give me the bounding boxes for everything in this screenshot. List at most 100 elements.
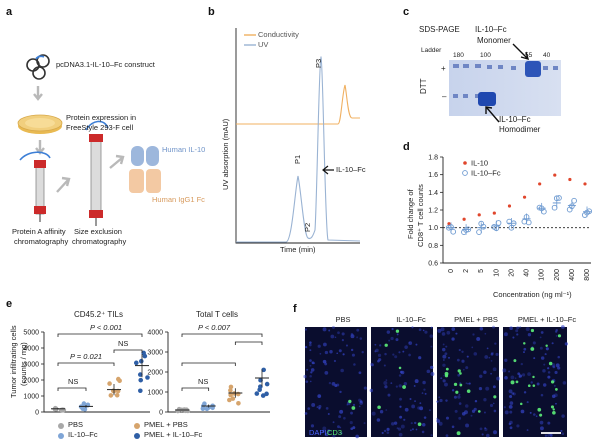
dapi-nucleus xyxy=(478,386,483,391)
cd3-cell xyxy=(457,369,461,373)
dapi-nucleus xyxy=(400,424,405,429)
dapi-nucleus xyxy=(547,434,550,437)
dapi-nucleus xyxy=(326,429,331,433)
legend-il10-label: IL-10 xyxy=(471,159,488,168)
dapi-nucleus xyxy=(377,353,382,358)
dapi-nucleus xyxy=(345,344,349,347)
ytick-label-d: 1.2 xyxy=(428,208,438,215)
dapi-nucleus xyxy=(386,431,390,434)
dapi-nucleus xyxy=(483,411,486,414)
il10-fc-arrow-icon xyxy=(322,165,334,175)
dapi-nucleus xyxy=(463,368,465,371)
panel-a-schematic xyxy=(17,54,161,226)
point-il10-fc xyxy=(450,228,457,235)
dapi-nucleus xyxy=(411,428,414,431)
dapi-nucleus xyxy=(305,380,309,383)
dapi-nucleus xyxy=(337,331,340,335)
dapi-nucleus xyxy=(306,368,309,371)
micro-title-pmel-pbs: PMEL + PBS xyxy=(454,315,498,324)
dapi-nucleus xyxy=(404,345,408,349)
dapi-nucleus xyxy=(471,346,474,349)
panel-e-label: e xyxy=(6,298,13,310)
dapi-nucleus xyxy=(394,355,398,359)
dapi-nucleus xyxy=(414,400,416,402)
dapi-nucleus xyxy=(334,336,337,339)
dapi-nucleus xyxy=(509,394,513,399)
dapi-nucleus xyxy=(516,326,520,330)
dapi-nucleus xyxy=(304,412,308,415)
point-e xyxy=(107,381,112,386)
dapi-nucleus xyxy=(363,422,366,425)
dapi-nucleus xyxy=(492,367,497,372)
dapi-nucleus xyxy=(395,385,398,388)
dapi-nucleus xyxy=(442,354,447,359)
dapi-nucleus xyxy=(446,330,451,335)
legend-il10-fc-marker xyxy=(462,170,468,176)
point-e xyxy=(175,408,181,414)
point-il10 xyxy=(538,182,542,186)
dapi-nucleus xyxy=(376,418,381,422)
point-e xyxy=(145,375,150,380)
ytick-label-e: 3000 xyxy=(147,350,163,357)
dapi-nucleus xyxy=(386,427,390,431)
dapi-nucleus xyxy=(322,429,326,433)
dapi-nucleus xyxy=(350,411,353,415)
dapi-nucleus xyxy=(564,342,568,346)
dapi-nucleus xyxy=(461,359,465,363)
dapi-nucleus xyxy=(526,401,529,404)
dapi-nucleus xyxy=(502,368,507,373)
dapi-nucleus xyxy=(490,372,492,375)
dapi-nucleus xyxy=(356,336,359,339)
construct-label: pcDNA3.1-IL-10–Fc construct xyxy=(56,60,155,69)
panel-b-label: b xyxy=(208,6,215,18)
cd3-cell xyxy=(552,410,556,415)
dapi-nucleus xyxy=(339,426,342,429)
cd3-cell xyxy=(445,367,449,371)
dapi-nucleus xyxy=(466,355,469,358)
dapi-nucleus xyxy=(430,372,435,376)
dapi-nucleus xyxy=(358,398,362,402)
p-left-top: P < 0.001 xyxy=(90,323,123,332)
dapi-nucleus xyxy=(465,423,470,428)
dapi-nucleus xyxy=(338,349,342,353)
dapi-nucleus xyxy=(386,330,391,334)
dapi-nucleus xyxy=(442,343,445,346)
point-e xyxy=(116,376,121,382)
dapi-nucleus xyxy=(329,350,333,354)
dapi-nucleus xyxy=(547,421,551,425)
dapi-nucleus xyxy=(479,374,483,378)
dapi-nucleus xyxy=(560,429,563,433)
point-e xyxy=(108,393,114,398)
legend-pmel-il10fc-dot xyxy=(134,433,140,439)
dapi-nucleus xyxy=(371,363,375,367)
dapi-nucleus xyxy=(395,338,399,342)
dapi-nucleus xyxy=(308,343,312,347)
cd3-cell xyxy=(493,395,497,399)
dapi-nucleus xyxy=(479,327,484,331)
ladder-mark-180: 180 xyxy=(453,52,464,59)
cd3-cell xyxy=(459,383,463,387)
point-il10-fc xyxy=(495,220,502,226)
dapi-nucleus xyxy=(512,392,515,395)
dapi-nucleus xyxy=(359,401,364,405)
dapi-nucleus xyxy=(413,421,417,425)
dapi-nucleus xyxy=(442,379,446,383)
dapi-nucleus xyxy=(453,395,457,399)
dapi-nucleus xyxy=(488,356,491,359)
monomer-label-line1: IL-10–Fc xyxy=(475,25,507,34)
dapi-nucleus xyxy=(523,391,527,394)
micro-title-pmel-il10fc: PMEL + IL-10–Fc xyxy=(517,315,577,324)
dapi-nucleus xyxy=(331,325,335,329)
homodimer-label-line2: Homodimer xyxy=(499,125,541,134)
dapi-nucleus xyxy=(483,398,487,402)
dapi-nucleus xyxy=(352,403,356,406)
dapi-nucleus xyxy=(356,328,360,332)
dapi-nucleus xyxy=(461,350,464,353)
dapi-nucleus xyxy=(544,434,548,437)
dapi-nucleus xyxy=(384,385,388,389)
dapi-nucleus xyxy=(512,336,515,339)
dapi-nucleus xyxy=(381,431,384,435)
dapi-nucleus xyxy=(351,353,355,357)
dapi-nucleus xyxy=(408,341,411,344)
dapi-nucleus xyxy=(385,379,388,382)
